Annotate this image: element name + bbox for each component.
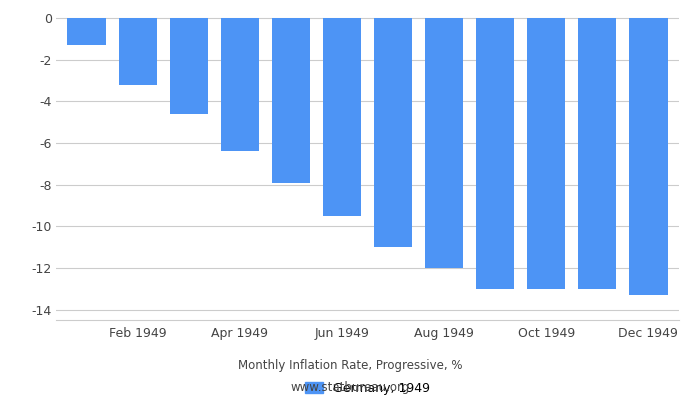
Bar <box>272 18 310 183</box>
Bar <box>425 18 463 268</box>
Bar <box>629 18 668 295</box>
Text: www.statbureau.org: www.statbureau.org <box>290 382 410 394</box>
Bar <box>118 18 157 85</box>
Bar <box>169 18 208 114</box>
Bar <box>476 18 514 289</box>
Bar <box>374 18 412 247</box>
Bar <box>527 18 566 289</box>
Text: Monthly Inflation Rate, Progressive, %: Monthly Inflation Rate, Progressive, % <box>238 360 462 372</box>
Bar <box>220 18 259 152</box>
Bar <box>67 18 106 45</box>
Bar <box>323 18 361 216</box>
Legend: Germany, 1949: Germany, 1949 <box>304 382 430 395</box>
Bar <box>578 18 617 289</box>
